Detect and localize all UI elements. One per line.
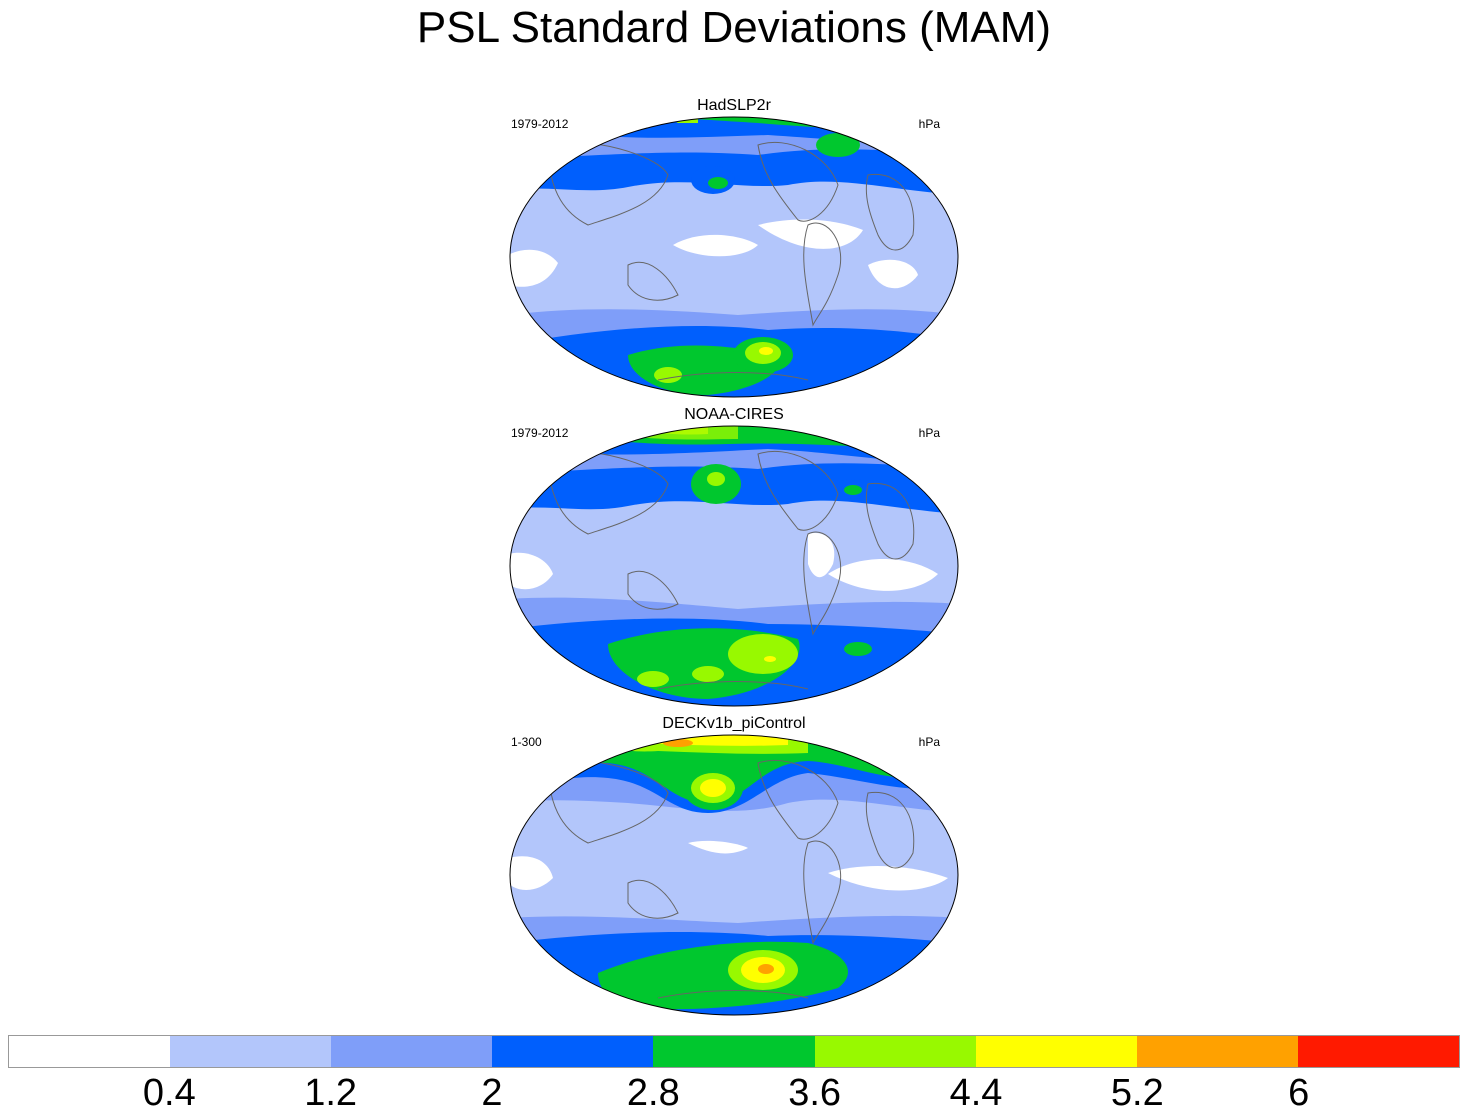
colorbar-label: 1.2	[304, 1072, 358, 1114]
map-deckv1b-picontrol	[509, 734, 959, 1016]
map-noaa-cires	[509, 425, 959, 707]
colorbar-label: 2.8	[626, 1072, 680, 1114]
colorbar-bin	[814, 1036, 976, 1067]
map-panel-deckv1b-picontrol: DECKv1b_piControl 1-300 hPa	[508, 715, 960, 1018]
colorbar-label: 5.2	[1110, 1072, 1164, 1114]
panel-period: 1979-2012	[511, 426, 569, 440]
panel-title: HadSLP2r	[697, 97, 771, 114]
colorbar-bin	[653, 1036, 815, 1067]
colorbar-label: 2	[481, 1072, 503, 1114]
colorbar-bin	[9, 1036, 171, 1067]
colorbar-label: 3.6	[788, 1072, 842, 1114]
colorbar-bin	[331, 1036, 493, 1067]
colorbar	[8, 1035, 1460, 1068]
panel-period: 1979-2012	[511, 117, 569, 131]
panel-units: hPa	[918, 426, 940, 440]
panel-units: hPa	[918, 117, 940, 131]
colorbar-bin	[1136, 1036, 1298, 1067]
colorbar-bin	[492, 1036, 654, 1067]
map-panel-hadslp2r: HadSLP2r 1979-2012 hPa	[508, 97, 960, 400]
panel-units: hPa	[918, 735, 940, 749]
panel-title: DECKv1b_piControl	[662, 715, 806, 732]
colorbar-label: 4.4	[949, 1072, 1003, 1114]
colorbar-labels: 0.4 1.2 2 2.8 3.6 4.4 5.2 6	[0, 1070, 1468, 1116]
colorbar-bin	[975, 1036, 1137, 1067]
colorbar-bin	[1297, 1036, 1459, 1067]
panel-title: NOAA-CIRES	[684, 406, 784, 423]
colorbar-bin	[170, 1036, 332, 1067]
figure-title: PSL Standard Deviations (MAM)	[416, 3, 1052, 52]
panel-period: 1-300	[511, 735, 542, 749]
colorbar-label: 0.4	[142, 1072, 196, 1114]
colorbar-label: 6	[1288, 1072, 1310, 1114]
map-panel-noaa-cires: NOAA-CIRES 1979-2012 hPa	[508, 406, 960, 709]
map-hadslp2r	[509, 116, 959, 398]
